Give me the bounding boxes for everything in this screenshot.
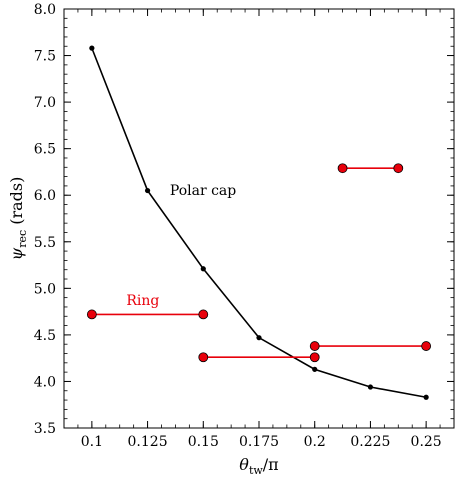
- x-tick-label: 0.25: [411, 434, 442, 450]
- y-axis-label-tail: (rads): [7, 177, 26, 230]
- y-tick-label: 7.5: [34, 49, 56, 65]
- y-tick-label: 6.0: [34, 188, 56, 204]
- x-axis-label-sub: tw: [249, 464, 263, 477]
- data-point-polar-cap: [200, 266, 206, 272]
- data-point-polar-cap: [367, 384, 374, 390]
- y-tick-label: 5.5: [34, 235, 56, 251]
- plot-area: [86, 45, 432, 400]
- y-tick-label: 5.0: [34, 281, 56, 297]
- data-point-polar-cap: [89, 45, 95, 51]
- data-point-polar-cap: [312, 366, 318, 372]
- y-axis-label-main: ψ: [7, 247, 26, 260]
- data-point-ring: [393, 163, 404, 174]
- data-point-ring: [309, 341, 320, 351]
- data-point-ring: [337, 163, 348, 174]
- data-point-ring: [86, 309, 97, 320]
- y-tick-label: 4.5: [34, 328, 56, 344]
- annotation-ring: Ring: [126, 293, 159, 309]
- x-tick-label: 0.175: [239, 434, 279, 450]
- x-axis-label: θtw/π: [239, 455, 278, 477]
- data-point-polar-cap: [423, 394, 429, 400]
- data-point-polar-cap: [256, 335, 262, 341]
- data-point-ring: [198, 309, 209, 320]
- y-tick-label: 3.5: [34, 421, 56, 437]
- data-point-ring: [198, 352, 209, 363]
- ticks: 0.1 0.125 0.15 0.175 0.2 0.225 0.25 3.5 4.0 4.5 5.…: [34, 2, 455, 450]
- y-tick-label: 7.0: [34, 95, 56, 111]
- x-axis-label-tail: /π: [263, 455, 279, 474]
- y-tick-label: 8.0: [34, 2, 56, 18]
- x-tick-label: 0.1: [81, 434, 103, 450]
- x-tick-label: 0.15: [188, 434, 219, 450]
- data-point-ring: [421, 341, 432, 351]
- x-tick-label: 0.2: [304, 434, 326, 450]
- plot-frame: [63, 8, 455, 429]
- y-tick-label: 6.5: [34, 142, 56, 158]
- data-point-ring: [309, 352, 320, 363]
- annotation-polar-cap: Polar cap: [170, 183, 236, 199]
- y-axis-label: ψrec (rads): [7, 177, 29, 261]
- x-axis-label-main: θ: [239, 455, 249, 474]
- y-tick-label: 4.0: [34, 374, 56, 390]
- x-tick-label: 0.125: [128, 434, 168, 450]
- y-axis-label-sub: rec: [16, 230, 29, 248]
- x-tick-label: 0.225: [350, 434, 390, 450]
- data-point-polar-cap: [144, 187, 151, 194]
- series-line-polar-cap: [91, 47, 427, 399]
